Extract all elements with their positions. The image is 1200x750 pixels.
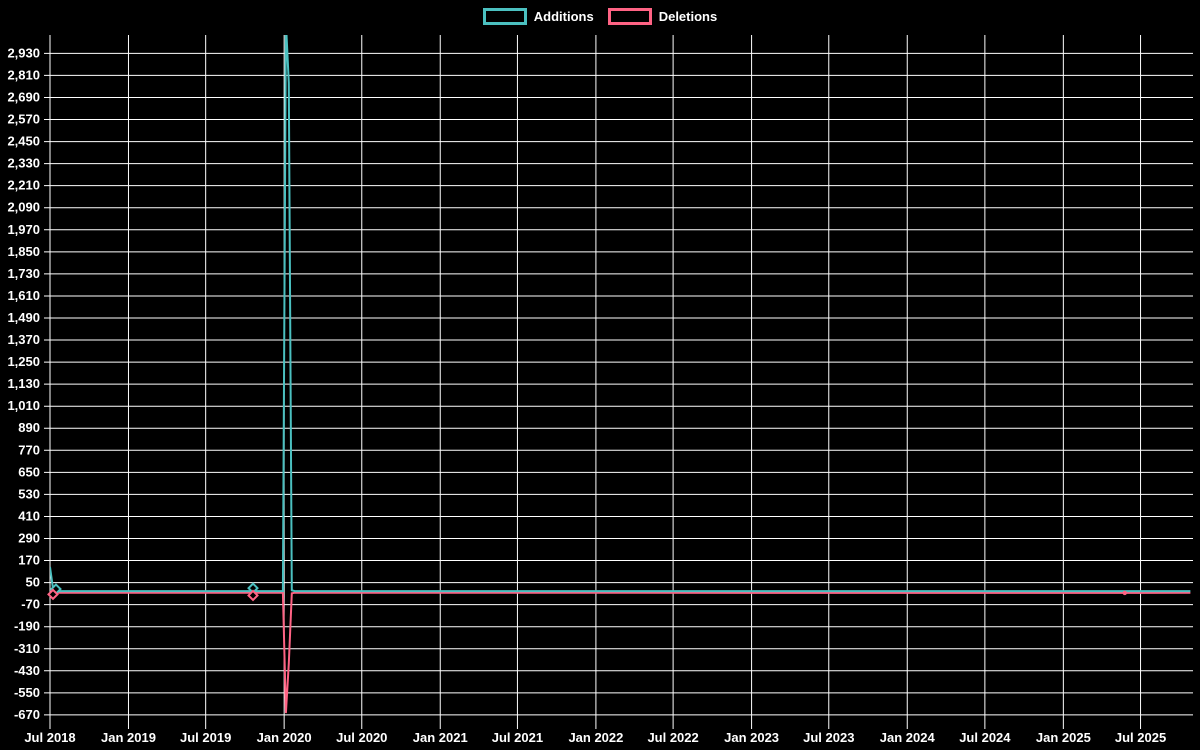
- y-tick-label: 1,010: [7, 398, 40, 413]
- y-tick-label: 1,730: [7, 266, 40, 281]
- y-tick-label: -670: [14, 707, 40, 722]
- y-grid-and-labels: 2,930 2,810 2,690 2,570 2,450 2,330 2,210 2,090…: [7, 45, 1193, 722]
- y-tick-label: 890: [18, 420, 40, 435]
- legend-label-deletions: Deletions: [658, 9, 718, 24]
- x-tick-label: Jul 2023: [803, 730, 854, 745]
- x-tick-label: Jan 2022: [568, 730, 623, 745]
- marker-diamond-deletions: [247, 589, 259, 602]
- y-tick-label: 50: [26, 575, 40, 590]
- x-tick-label: Jul 2025: [1115, 730, 1166, 745]
- y-tick-label: 1,250: [7, 354, 40, 369]
- y-tick-label: -190: [14, 619, 40, 634]
- legend-swatch-deletions: [607, 8, 652, 25]
- x-grid-and-labels: Jul 2018 Jan 2019 Jul 2019 Jan 2020 Jul 2020…: [24, 35, 1166, 745]
- x-tick-label: Jan 2019: [101, 730, 156, 745]
- marker-diamond-deletions: [47, 588, 59, 601]
- x-tick-label: Jul 2020: [336, 730, 387, 745]
- y-tick-label: -430: [14, 663, 40, 678]
- y-tick-label: 410: [18, 508, 40, 523]
- x-tick-label: Jan 2021: [413, 730, 468, 745]
- y-tick-label: 1,610: [7, 288, 40, 303]
- x-tick-label: Jul 2018: [24, 730, 75, 745]
- x-tick-label: Jul 2022: [647, 730, 698, 745]
- x-tick-label: Jul 2024: [959, 730, 1011, 745]
- y-tick-label: 170: [18, 553, 40, 568]
- y-tick-label: 2,810: [7, 67, 40, 82]
- y-tick-label: 2,330: [7, 156, 40, 171]
- y-tick-label: 2,570: [7, 112, 40, 127]
- legend-item-deletions[interactable]: Deletions: [607, 8, 718, 25]
- legend-item-additions[interactable]: Additions: [482, 8, 594, 25]
- y-tick-label: 770: [18, 442, 40, 457]
- y-tick-label: 2,210: [7, 178, 40, 193]
- x-tick-label: Jan 2024: [880, 730, 936, 745]
- y-tick-label: 2,690: [7, 89, 40, 104]
- y-tick-label: 1,850: [7, 244, 40, 259]
- y-tick-label: 650: [18, 464, 40, 479]
- legend-swatch-additions: [482, 8, 527, 25]
- y-tick-label: 530: [18, 486, 40, 501]
- y-tick-label: 290: [18, 531, 40, 546]
- legend-label-additions: Additions: [533, 9, 594, 24]
- y-tick-label: 2,090: [7, 200, 40, 215]
- y-tick-label: 2,450: [7, 134, 40, 149]
- y-tick-label: -70: [21, 597, 40, 612]
- series-line-deletions: [50, 591, 1191, 714]
- point-markers: [47, 582, 1127, 602]
- y-tick-label: 1,970: [7, 222, 40, 237]
- y-tick-label: 1,370: [7, 332, 40, 347]
- series-line-additions: [50, 35, 1191, 593]
- x-tick-label: Jan 2020: [257, 730, 312, 745]
- x-tick-label: Jan 2025: [1036, 730, 1091, 745]
- marker-dot-deletions: [1122, 590, 1127, 596]
- y-tick-label: 2,930: [7, 45, 40, 60]
- x-tick-label: Jul 2021: [492, 730, 543, 745]
- y-tick-label: -310: [14, 641, 40, 656]
- y-tick-label: 1,490: [7, 310, 40, 325]
- y-tick-label: -550: [14, 685, 40, 700]
- chart-legend: Additions Deletions: [0, 8, 1200, 25]
- y-tick-label: 1,130: [7, 376, 40, 391]
- x-tick-label: Jan 2023: [724, 730, 779, 745]
- x-tick-label: Jul 2019: [180, 730, 231, 745]
